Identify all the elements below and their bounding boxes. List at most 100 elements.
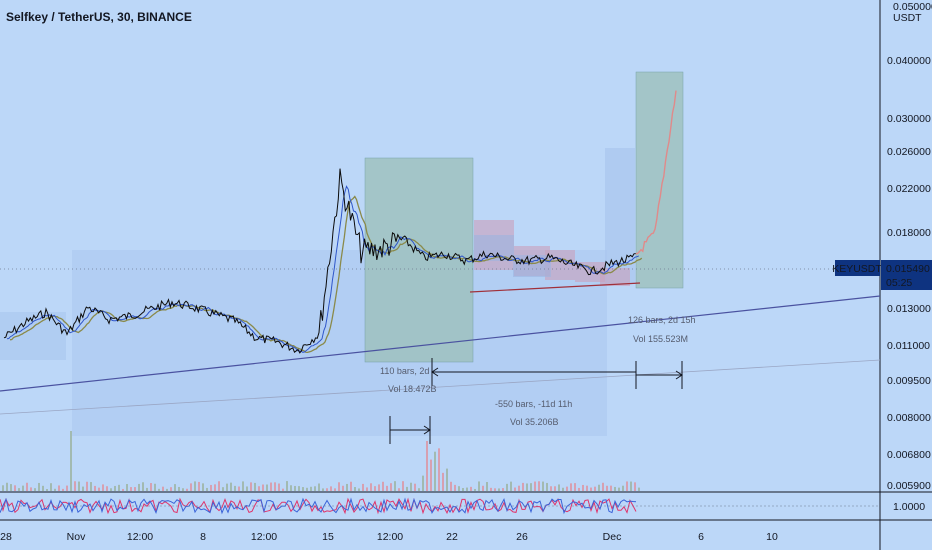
volume-bar: [478, 481, 480, 491]
volume-bar: [578, 487, 580, 491]
volume-bar: [2, 485, 4, 491]
volume-bar: [58, 485, 60, 491]
volume-bar: [622, 485, 624, 491]
volume-bar: [262, 484, 264, 491]
volume-bar: [502, 488, 504, 491]
volume-bar: [334, 488, 336, 491]
volume-bar: [494, 488, 496, 491]
moving-average-blue: [6, 185, 640, 353]
price-tick-label: 0.018000: [887, 227, 931, 239]
volume-bar: [110, 488, 112, 491]
price-tick-label: 0.013000: [887, 303, 931, 315]
consolidation-blue-box-1: [474, 235, 514, 261]
range1-vol-label: Vol 18.472B: [388, 384, 437, 394]
volume-bar: [422, 475, 424, 491]
time-tick-label: 12:00: [127, 531, 153, 543]
volume-bar: [470, 486, 472, 491]
volume-bar: [182, 488, 184, 491]
volume-bar: [638, 487, 640, 491]
volume-bar: [326, 488, 328, 491]
volume-bar: [250, 482, 252, 491]
last-price-badge-bg: [881, 260, 932, 290]
volume-bar: [574, 483, 576, 491]
volume-bar: [526, 483, 528, 491]
volume-bar: [586, 485, 588, 491]
volume-bar: [590, 487, 592, 491]
range3-bars-label: 126 bars, 2d 15h: [628, 315, 696, 325]
volume-bar: [230, 482, 232, 491]
volume-bar: [362, 483, 364, 491]
volume-bar: [62, 488, 64, 491]
volume-bar: [602, 482, 604, 491]
support-line: [469, 282, 641, 293]
volume-bar: [202, 483, 204, 491]
oscillator-blue-line: [0, 497, 637, 515]
volume-bar: [582, 484, 584, 491]
time-tick-label: 12:00: [251, 531, 277, 543]
volume-bar: [274, 482, 276, 491]
range1-bars-label: 110 bars, 2d: [380, 366, 429, 376]
volume-bar: [434, 451, 436, 491]
volume-bar: [26, 482, 28, 491]
volume-bar: [286, 481, 288, 491]
volume-bar: [594, 486, 596, 491]
volume-bar: [530, 483, 532, 491]
time-tick-label: 10: [766, 531, 778, 543]
price-tick-label: 0.008000: [887, 412, 931, 424]
volume-bar: [238, 486, 240, 491]
volume-bar: [330, 486, 332, 491]
volume-bar: [462, 488, 464, 491]
volume-bar: [446, 468, 448, 491]
volume-bar: [42, 485, 44, 491]
volume-bar: [54, 488, 56, 491]
volume-bar: [106, 486, 108, 491]
range2-bars-label: -550 bars, -11d 11h: [495, 399, 572, 409]
volume-bar: [370, 483, 372, 491]
volume-bar: [482, 485, 484, 491]
time-tick-label: Dec: [603, 531, 622, 543]
volume-bar: [146, 487, 148, 491]
symbol-badge: KEYUSDT: [832, 263, 882, 275]
volume-bar: [278, 483, 280, 491]
volume-bar: [214, 484, 216, 491]
volume-bar: [194, 481, 196, 491]
volume-bar: [22, 485, 24, 491]
volume-bar: [626, 481, 628, 491]
volume-bar: [414, 483, 416, 491]
volume-bar: [210, 484, 212, 491]
price-tick-label: 0.005900: [887, 480, 931, 492]
volume-bar: [442, 472, 444, 491]
time-tick-label: 26: [516, 531, 528, 543]
volume-bar: [614, 486, 616, 491]
measure-box-1: [364, 157, 474, 363]
volume-bar: [130, 487, 132, 491]
range-box-wide: [72, 250, 607, 436]
volume-bar: [426, 441, 428, 491]
volume-bar: [138, 483, 140, 491]
time-tick-label: Nov: [67, 531, 86, 543]
volume-bar: [226, 483, 228, 491]
volume-bar: [254, 482, 256, 491]
volume-bar: [178, 486, 180, 491]
consolidation-box-4: [575, 262, 605, 282]
price-tick-label: 0.040000: [887, 55, 931, 67]
volume-bar: [342, 485, 344, 491]
price-axis-top-label: 0.050000: [893, 1, 932, 13]
volume-bar: [98, 487, 100, 491]
oscillator-tick-label: 1.0000: [893, 501, 925, 513]
symbol-badge-bg: [835, 260, 880, 276]
volume-bar: [406, 486, 408, 491]
volume-bar: [206, 487, 208, 491]
volume-bar: [166, 488, 168, 491]
volume-bar: [30, 487, 32, 491]
volume-bar: [458, 486, 460, 491]
volume-bar: [78, 481, 80, 491]
volume-bar: [350, 481, 352, 491]
volume-bar: [386, 485, 388, 491]
volume-bar: [310, 486, 312, 491]
volume-bar: [566, 486, 568, 491]
time-tick-label: 28: [0, 531, 12, 543]
volume-bar: [374, 486, 376, 491]
